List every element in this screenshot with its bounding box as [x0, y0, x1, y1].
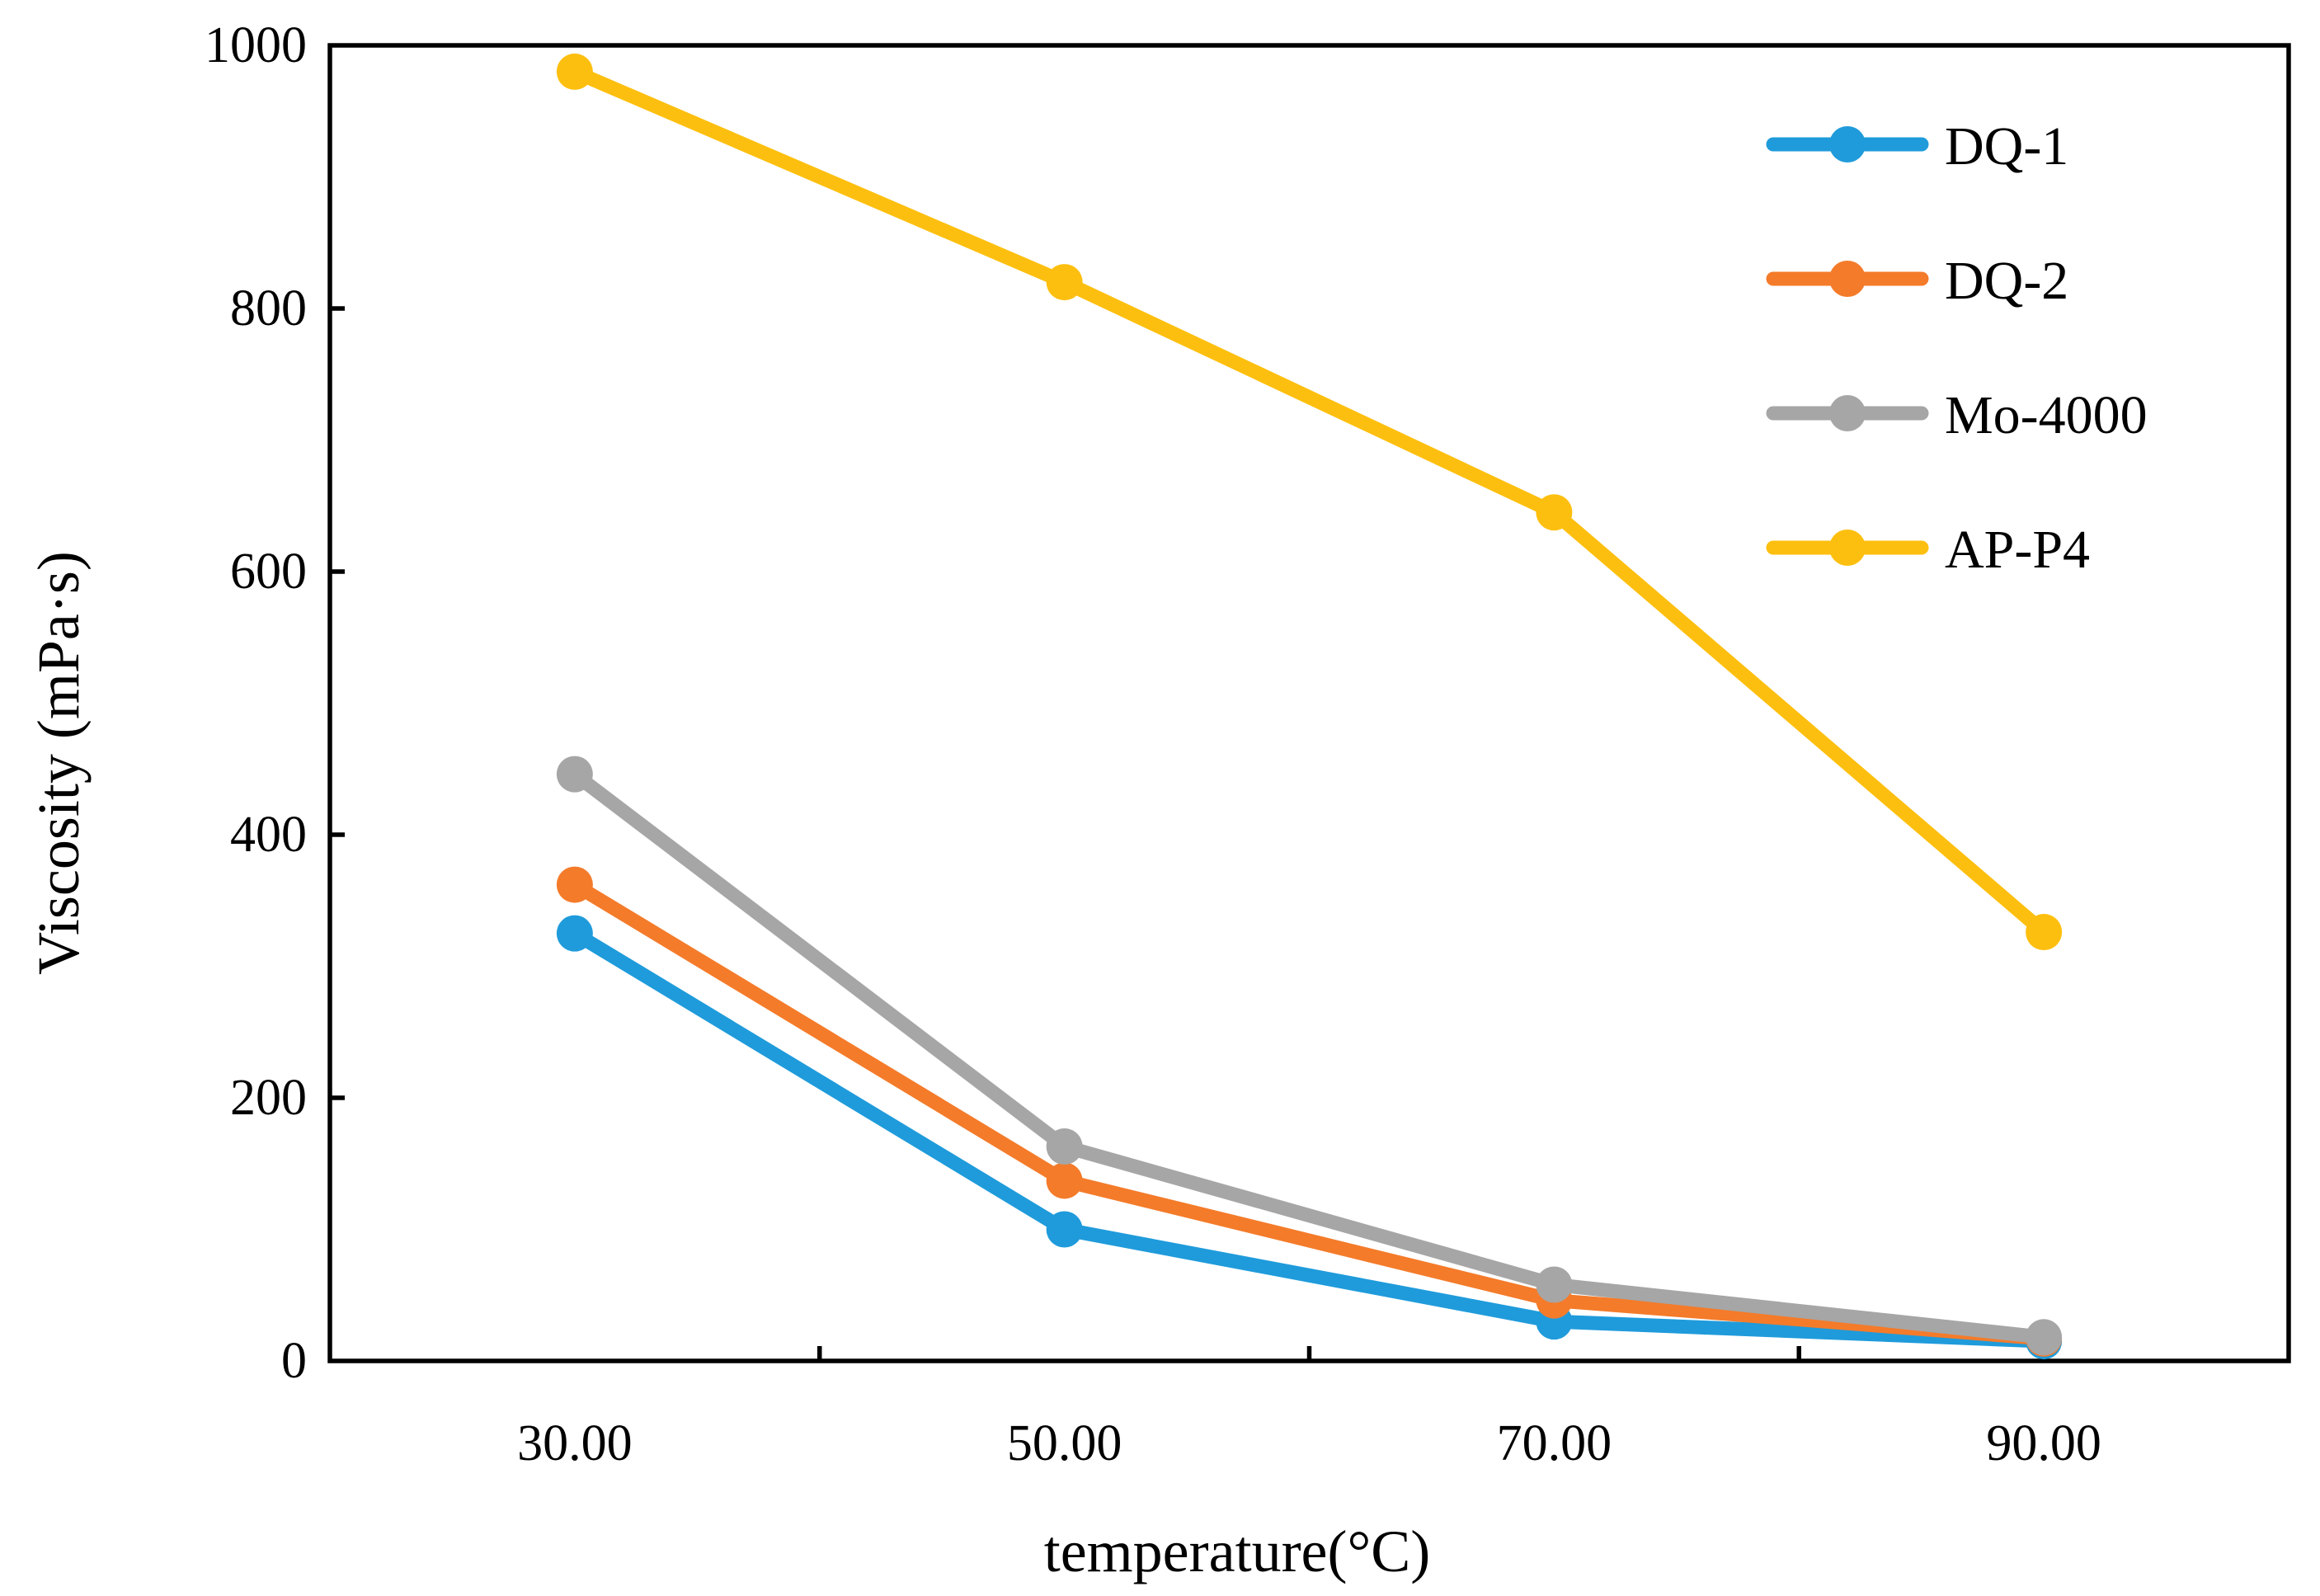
- data-point-dq-1: [556, 915, 593, 952]
- y-tick-label: 400: [230, 807, 307, 863]
- legend-item-mo-4000: Mo-4000: [1766, 385, 2148, 445]
- data-point-mo-4000: [1536, 1266, 1573, 1303]
- y-tick-label: 800: [230, 280, 307, 337]
- x-tick-label: 70.00: [1497, 1415, 1612, 1471]
- legend-swatch-marker: [1829, 395, 1866, 431]
- y-tick-label: 200: [230, 1070, 307, 1126]
- series-dq-1: [556, 915, 2063, 1360]
- series-line-dq-1: [567, 926, 2051, 1349]
- data-point-dq-2: [1046, 1162, 1083, 1199]
- data-point-ap-p4: [2026, 914, 2063, 951]
- legend-item-dq-1: DQ-1: [1766, 116, 2068, 177]
- legend: DQ-1 DQ-2 Mo-4000 AP-P4: [1766, 116, 2148, 580]
- x-tick-label: 90.00: [1986, 1415, 2101, 1471]
- legend-label: AP-P4: [1945, 520, 2090, 580]
- data-point-ap-p4: [1536, 494, 1573, 531]
- data-point-ap-p4: [1046, 264, 1083, 301]
- plot-area-frame: [327, 43, 2291, 1363]
- series-line-dq-2: [567, 878, 2051, 1346]
- legend-swatch-marker: [1829, 126, 1866, 162]
- y-axis-title: Viscosity (mPa·s): [26, 551, 92, 975]
- y-tick-label: 1000: [205, 17, 307, 73]
- x-tick-label: 50.00: [1007, 1415, 1122, 1471]
- legend-item-ap-p4: AP-P4: [1766, 520, 2090, 580]
- data-point-ap-p4: [556, 53, 593, 90]
- legend-swatch-marker: [1829, 261, 1866, 297]
- series-layer: [556, 53, 2063, 1360]
- legend-swatch-marker: [1829, 530, 1866, 566]
- legend-label: Mo-4000: [1945, 385, 2148, 445]
- data-point-dq-1: [1046, 1211, 1083, 1248]
- data-point-dq-2: [556, 866, 593, 903]
- series-ap-p4: [556, 53, 2063, 951]
- y-tick-label: 600: [230, 544, 307, 600]
- legend-item-dq-2: DQ-2: [1766, 251, 2068, 311]
- data-point-mo-4000: [556, 756, 593, 793]
- series-line-mo-4000: [567, 767, 2051, 1344]
- legend-label: DQ-2: [1945, 251, 2068, 311]
- series-line-ap-p4: [567, 64, 2051, 939]
- y-tick-label: 0: [281, 1333, 307, 1389]
- axes: 0 200 400 600 800 1000 30.00 50.00 70.00 90.00: [205, 17, 2291, 1471]
- legend-label: DQ-1: [1945, 116, 2068, 177]
- x-tick-label: 30.00: [517, 1415, 633, 1471]
- series-mo-4000: [556, 756, 2063, 1356]
- x-axis-title: temperature(°C): [1044, 1518, 1431, 1584]
- data-point-mo-4000: [2026, 1319, 2063, 1356]
- data-point-mo-4000: [1046, 1128, 1083, 1165]
